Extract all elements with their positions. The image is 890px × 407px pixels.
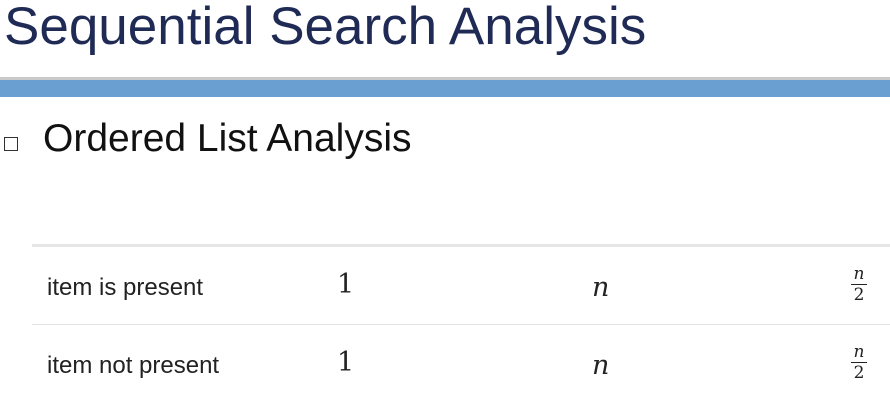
fraction-numerator: n <box>853 342 865 362</box>
case-cell: item is present <box>47 274 204 301</box>
table-row: item not present 1 n n 2 <box>32 325 890 403</box>
average-case-fraction: n 2 <box>851 265 867 304</box>
bullet-text: Ordered List Analysis <box>43 117 412 160</box>
best-case-cell: 1 <box>337 347 355 378</box>
best-case-cell: 1 <box>337 269 355 300</box>
slide-title: Sequential Search Analysis <box>4 0 647 56</box>
average-case-fraction: n 2 <box>851 343 867 382</box>
fraction-bar <box>851 362 867 363</box>
analysis-table: item is present 1 n n 2 item not present… <box>32 244 890 403</box>
header-band <box>0 80 890 97</box>
fraction-bar <box>851 284 867 285</box>
square-bullet-icon <box>4 137 18 151</box>
fraction-denominator: 2 <box>853 363 865 383</box>
fraction-denominator: 2 <box>853 285 865 305</box>
case-cell: item not present <box>47 352 220 379</box>
table-row: item is present 1 n n 2 <box>32 247 890 325</box>
fraction-numerator: n <box>853 264 865 284</box>
worst-case-cell: n <box>592 350 610 381</box>
title-divider <box>0 77 890 80</box>
worst-case-cell: n <box>592 272 610 303</box>
